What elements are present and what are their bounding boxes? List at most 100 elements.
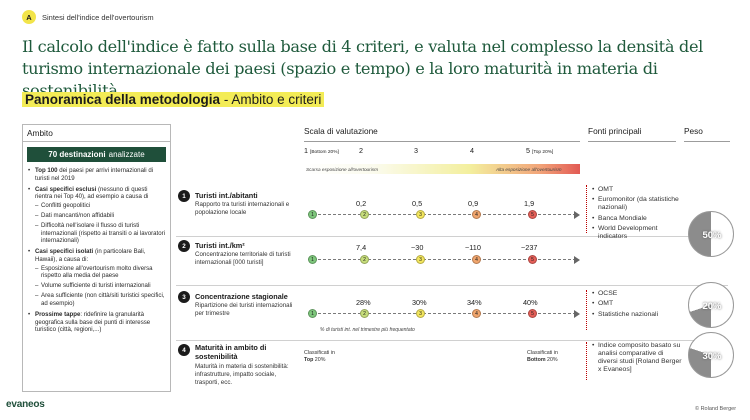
scale-dot: 4: [472, 210, 481, 219]
classified-top: Classificati in Top 20%: [304, 350, 335, 364]
sources-list: OCSE OMT Statistiche nazionali: [592, 290, 682, 321]
source-item: Statistiche nazionali: [592, 311, 682, 319]
weight-label: 50%: [702, 229, 722, 241]
scale-dot: 1: [308, 210, 317, 219]
quarter-note: % di turisti int. nel trimestre più freq…: [320, 327, 415, 333]
source-item: OMT: [592, 300, 682, 308]
scale-dot: 5: [528, 309, 537, 318]
destinations-count: 70 destinazioni: [48, 150, 106, 159]
scale-label-2: 2: [359, 146, 363, 155]
scale-dot: 5: [528, 210, 537, 219]
scale-dot: 4: [472, 309, 481, 318]
criterion-description: Concentrazione territoriale di turisti i…: [195, 251, 291, 266]
ambito-subitem: Difficoltà nell'isolare il flusso di tur…: [35, 222, 166, 245]
section-title-rest: - Ambito e criteri: [220, 92, 322, 107]
row-divider: [176, 285, 728, 286]
high-exposure-label: Alta esposizione all'overtourism: [496, 167, 562, 172]
destinations-banner: 70 destinazioni analizzate: [27, 147, 166, 162]
source-item: OCSE: [592, 290, 682, 298]
scale-label-4: 4: [470, 146, 474, 155]
ambito-item: Casi specifici isolati (in particolare B…: [28, 248, 166, 307]
sources-column-header: Fonti principali: [588, 126, 642, 136]
weight-label: 20%: [702, 300, 722, 312]
scale-header-rule: [304, 141, 580, 142]
source-item: OMT: [592, 186, 682, 194]
destinations-label: analizzate: [108, 150, 145, 159]
threshold-value: 30%: [412, 298, 427, 307]
scale-dot: 3: [416, 210, 425, 219]
threshold-value: 0,9: [468, 199, 479, 208]
scale-dot: 5: [528, 255, 537, 264]
row-divider: [176, 236, 728, 237]
ambito-subitem: Conflitti geopolitici: [35, 202, 166, 210]
criterion-number: 4: [178, 344, 190, 356]
threshold-value: 34%: [467, 298, 482, 307]
criterion-title: Concentrazione stagionale: [195, 292, 288, 301]
criterion-description: Maturità in materia di sostenibilità: in…: [195, 363, 289, 386]
scale-column-header: Scala di valutazione: [304, 126, 378, 136]
weight-column-header: Peso: [684, 126, 703, 136]
sources-list: OMT Euromonitor (da statistiche nazional…: [592, 186, 682, 243]
classified-bottom: Classificati in Bottom 20%: [527, 350, 558, 364]
sources-divider: [586, 290, 587, 330]
section-title: Panoramica della metodologia - Ambito e …: [22, 92, 325, 107]
threshold-value: ~237: [521, 243, 538, 252]
threshold-value: ~110: [465, 243, 481, 252]
scale-dot: 2: [360, 309, 369, 318]
ambito-item: Top 100 dei paesi per arrivi internazion…: [28, 167, 166, 182]
scale-dot: 4: [472, 255, 481, 264]
threshold-value: 28%: [356, 298, 371, 307]
criterion-title: Turisti int./km²: [195, 241, 245, 250]
scale-dot: 2: [360, 255, 369, 264]
criterion-number: 2: [178, 240, 190, 252]
weight-pie-chart: 20%: [688, 282, 734, 328]
row-divider: [176, 340, 728, 341]
weight-pie-chart: 30%: [688, 332, 734, 378]
threshold-value: ~30: [411, 243, 424, 252]
weight-label: 30%: [702, 350, 722, 362]
sources-list: Indice composito basato su analisi compa…: [592, 342, 682, 376]
weight-header-rule: [684, 141, 730, 142]
low-exposure-label: Scarsa esposizione all'overtourism: [306, 167, 379, 172]
threshold-value: 40%: [523, 298, 538, 307]
evaneos-logo: evaneos: [6, 399, 45, 410]
scale-label-5: 5 [Top 20%]: [526, 146, 554, 155]
weight-pie-chart: 50%: [688, 211, 734, 257]
section-letter-badge: A: [22, 10, 36, 24]
scale-track: 1 2 3 4 5: [308, 309, 584, 318]
sources-divider: [586, 342, 587, 380]
threshold-value: 0,5: [412, 199, 423, 208]
source-item: Banca Mondiale: [592, 215, 682, 223]
criterion-number: 3: [178, 291, 190, 303]
criterion-description: Rapporto tra turisti internazionali e po…: [195, 201, 290, 216]
criterion-number: 1: [178, 190, 190, 202]
ambito-subitem: Esposizione all'overtourism molto divers…: [35, 265, 166, 280]
ambito-subitem: Dati mancanti/non affidabili: [35, 212, 166, 220]
ambito-item: Casi specifici esclusi (nessuno di quest…: [28, 186, 166, 245]
scale-dot: 3: [416, 255, 425, 264]
threshold-value: 7,4: [356, 243, 367, 252]
ambito-list: Top 100 dei paesi per arrivi internazion…: [23, 167, 170, 334]
scale-dot: 1: [308, 309, 317, 318]
section-tag-label: Sintesi dell'indice dell'overtourism: [42, 12, 154, 22]
copyright: © Roland Berger: [695, 406, 737, 412]
scale-dot: 2: [360, 210, 369, 219]
ambito-subitem: Volume sufficiente di turisti internazio…: [35, 282, 166, 290]
sources-divider: [586, 185, 587, 233]
scale-label-1: 1 [Bottom 20%]: [304, 146, 339, 155]
scale-track: 1 2 3 4 5: [308, 255, 584, 264]
scale-track: 1 2 3 4 5: [308, 210, 584, 219]
section-tag: A Sintesi dell'indice dell'overtourism: [22, 10, 154, 24]
criterion-description: Ripartizione dei turisti internazionali …: [195, 302, 293, 317]
threshold-value: 1,9: [524, 199, 535, 208]
sources-header-rule: [588, 141, 676, 142]
threshold-value: 0,2: [356, 199, 367, 208]
exposure-gradient-bar: [304, 164, 580, 174]
criterion-title: Turisti int./abitanti: [195, 191, 258, 200]
source-item: Indice composito basato su analisi compa…: [592, 342, 682, 374]
section-title-bold: Panoramica della metodologia: [25, 92, 221, 107]
criterion-title: Maturità in ambito di sostenibilità: [195, 343, 267, 361]
ambito-title: Ambito: [23, 125, 170, 142]
scale-dot: 3: [416, 309, 425, 318]
